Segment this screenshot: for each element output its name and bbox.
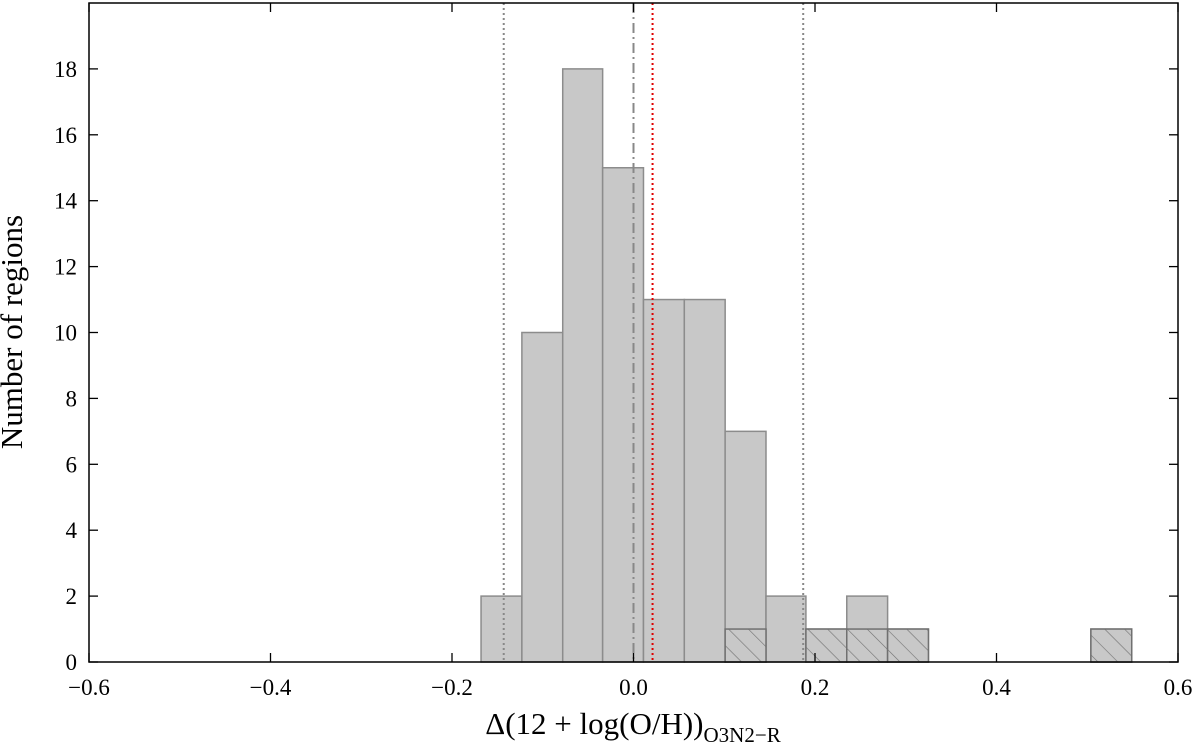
- x-label-main: Δ(12 + log(O/H)): [485, 706, 703, 741]
- y-tick-label: 4: [66, 518, 78, 543]
- y-tick-label: 8: [66, 386, 78, 411]
- y-tick-label: 0: [66, 650, 78, 675]
- x-tick-label: −0.4: [250, 675, 292, 700]
- x-tick-label: 0.6: [1164, 675, 1193, 700]
- x-tick-label: 0.0: [619, 675, 648, 700]
- x-tick-label: −0.6: [68, 675, 110, 700]
- x-axis-label: Δ(12 + log(O/H))O3N2−R: [485, 706, 780, 747]
- bar: [561, 68, 604, 663]
- x-tick-label: −0.2: [431, 675, 473, 700]
- y-tick-label: 16: [54, 123, 77, 148]
- x-tick-label: 0.2: [801, 675, 830, 700]
- bar: [521, 331, 564, 663]
- x-tick-label: 0.4: [982, 675, 1011, 700]
- x-label-subscript: O3N2−R: [704, 723, 781, 747]
- bar: [724, 430, 767, 663]
- y-tick-label: 18: [54, 57, 77, 82]
- hatched-bar: [724, 628, 767, 663]
- y-axis-label: Number of regions: [0, 215, 29, 449]
- bar: [480, 595, 523, 663]
- y-tick-label: 2: [66, 584, 78, 609]
- hatched-bar: [846, 628, 889, 663]
- y-tick-label: 6: [66, 452, 78, 477]
- bar: [765, 595, 807, 663]
- hatched-bar: [1090, 628, 1133, 663]
- bar: [642, 298, 686, 663]
- y-tick-label: 14: [54, 189, 78, 214]
- y-tick-label: 10: [54, 321, 77, 346]
- y-tick-label: 12: [54, 255, 77, 280]
- hatched-bar: [886, 628, 930, 663]
- bar: [601, 167, 645, 663]
- hatched-bar: [805, 628, 848, 663]
- bar: [683, 298, 726, 663]
